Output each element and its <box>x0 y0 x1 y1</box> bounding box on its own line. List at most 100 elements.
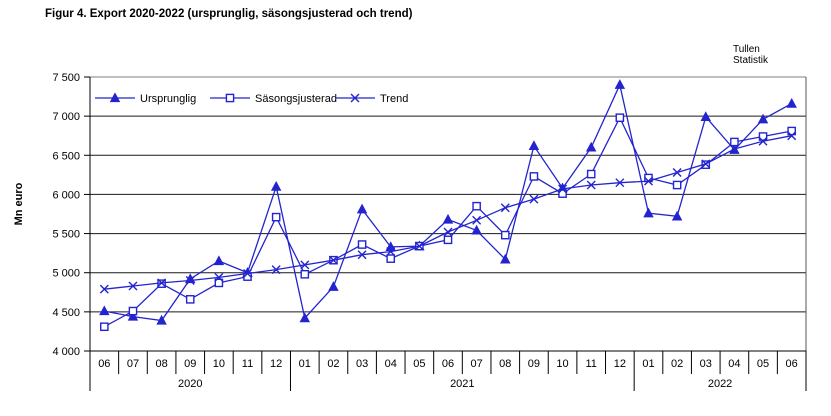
data-point-triangle <box>471 224 482 235</box>
data-point-square <box>758 132 768 141</box>
data-point-x <box>300 260 310 270</box>
y-tick-label: 5 000 <box>52 268 80 280</box>
data-point-triangle <box>356 203 368 214</box>
x-tick-month-label: 06 <box>98 358 110 370</box>
data-point-square <box>185 295 195 304</box>
watermark-line1: Tullen <box>733 44 760 55</box>
series-line-x <box>104 135 792 290</box>
x-tick-month-label: 06 <box>786 358 798 370</box>
data-point-square <box>472 201 481 211</box>
data-point-x <box>357 250 367 260</box>
data-point-square <box>787 126 796 136</box>
data-point-x <box>787 131 797 141</box>
watermark-tullen-statistik: Tullen Statistik <box>733 44 768 66</box>
legend-marker-square <box>225 93 235 103</box>
data-point-x <box>157 278 167 288</box>
data-point-triangle <box>585 141 597 152</box>
x-tick-month-label: 03 <box>356 358 368 370</box>
x-tick-month-label: 03 <box>700 358 712 370</box>
data-point-x <box>472 215 482 225</box>
data-point-square <box>386 254 396 263</box>
y-tick-label: 7 000 <box>52 111 80 123</box>
series-line-triangle <box>104 82 793 322</box>
data-point-triangle <box>671 210 683 221</box>
y-tick-label: 4 000 <box>52 346 80 358</box>
data-point-x <box>615 178 625 188</box>
data-point-square <box>730 137 739 147</box>
legend-label: Trend <box>380 93 408 105</box>
x-tick-month-label: 05 <box>757 358 769 370</box>
data-point-square <box>271 212 281 222</box>
data-point-x <box>271 265 281 275</box>
y-tick-label: 5 500 <box>52 229 80 241</box>
data-point-x <box>758 136 768 146</box>
data-point-triangle <box>643 207 654 218</box>
x-tick-month-label: 07 <box>127 358 139 370</box>
data-point-triangle <box>99 305 110 316</box>
data-point-x <box>529 194 539 204</box>
data-point-triangle <box>213 255 225 266</box>
data-point-triangle <box>528 140 540 150</box>
data-point-square <box>100 322 109 332</box>
y-axis-title: Mn euro <box>13 182 25 226</box>
legend-label: Ursprunglig <box>140 93 196 105</box>
data-point-x <box>500 203 510 213</box>
x-tick-month-label: 06 <box>442 358 454 370</box>
y-tick-label: 6 500 <box>52 150 80 162</box>
data-point-triangle <box>156 314 167 325</box>
data-point-x <box>443 227 453 237</box>
x-tick-month-label: 09 <box>184 358 196 370</box>
legend-marker-x <box>350 93 360 103</box>
x-tick-month-label: 01 <box>299 358 311 370</box>
data-point-square <box>558 189 567 198</box>
data-point-x <box>214 272 224 282</box>
data-point-triangle <box>757 113 769 124</box>
x-tick-month-label: 01 <box>642 358 654 370</box>
y-tick-label: 4 500 <box>52 307 80 319</box>
x-tick-month-label: 12 <box>270 358 282 370</box>
data-point-x <box>128 281 138 291</box>
data-point-x <box>586 180 596 190</box>
legend-label: Säsongsjusterad <box>255 93 337 105</box>
data-point-x <box>414 241 424 251</box>
x-tick-month-label: 11 <box>585 358 596 370</box>
data-point-triangle <box>786 97 797 108</box>
x-axis-year-label: 2021 <box>450 378 474 390</box>
watermark-line2: Statistik <box>733 55 769 66</box>
data-point-square <box>357 240 367 249</box>
y-tick-label: 7 500 <box>52 72 80 84</box>
data-point-x <box>672 168 682 178</box>
data-point-x <box>243 269 253 278</box>
legend-marker-triangle <box>109 92 121 103</box>
x-tick-month-label: 08 <box>499 358 511 370</box>
data-point-square <box>300 269 310 279</box>
data-point-triangle <box>299 312 311 323</box>
data-point-triangle <box>700 111 711 122</box>
data-point-square <box>500 230 510 240</box>
x-tick-month-label: 02 <box>327 358 339 370</box>
x-tick-month-label: 04 <box>728 358 740 370</box>
chart-title: Figur 4. Export 2020-2022 (ursprunglig, … <box>45 8 413 20</box>
data-point-square <box>672 180 682 190</box>
data-point-x <box>558 184 568 194</box>
x-tick-month-label: 09 <box>528 358 540 370</box>
x-tick-month-label: 04 <box>385 358 397 370</box>
data-point-square <box>529 172 539 181</box>
x-tick-month-label: 02 <box>671 358 683 370</box>
x-tick-month-label: 07 <box>471 358 483 370</box>
data-point-square <box>586 169 596 179</box>
x-tick-month-label: 12 <box>614 358 626 370</box>
data-point-x <box>386 247 396 257</box>
x-axis-year-label: 2022 <box>708 378 732 390</box>
data-point-square <box>128 306 138 316</box>
data-point-x <box>701 159 711 169</box>
x-tick-month-label: 11 <box>242 358 253 370</box>
data-point-x <box>729 144 739 154</box>
x-axis-year-label: 2020 <box>178 378 202 390</box>
x-tick-month-label: 08 <box>155 358 167 370</box>
x-tick-month-label: 05 <box>413 358 425 370</box>
data-point-triangle <box>270 180 282 191</box>
data-point-triangle <box>614 79 626 89</box>
